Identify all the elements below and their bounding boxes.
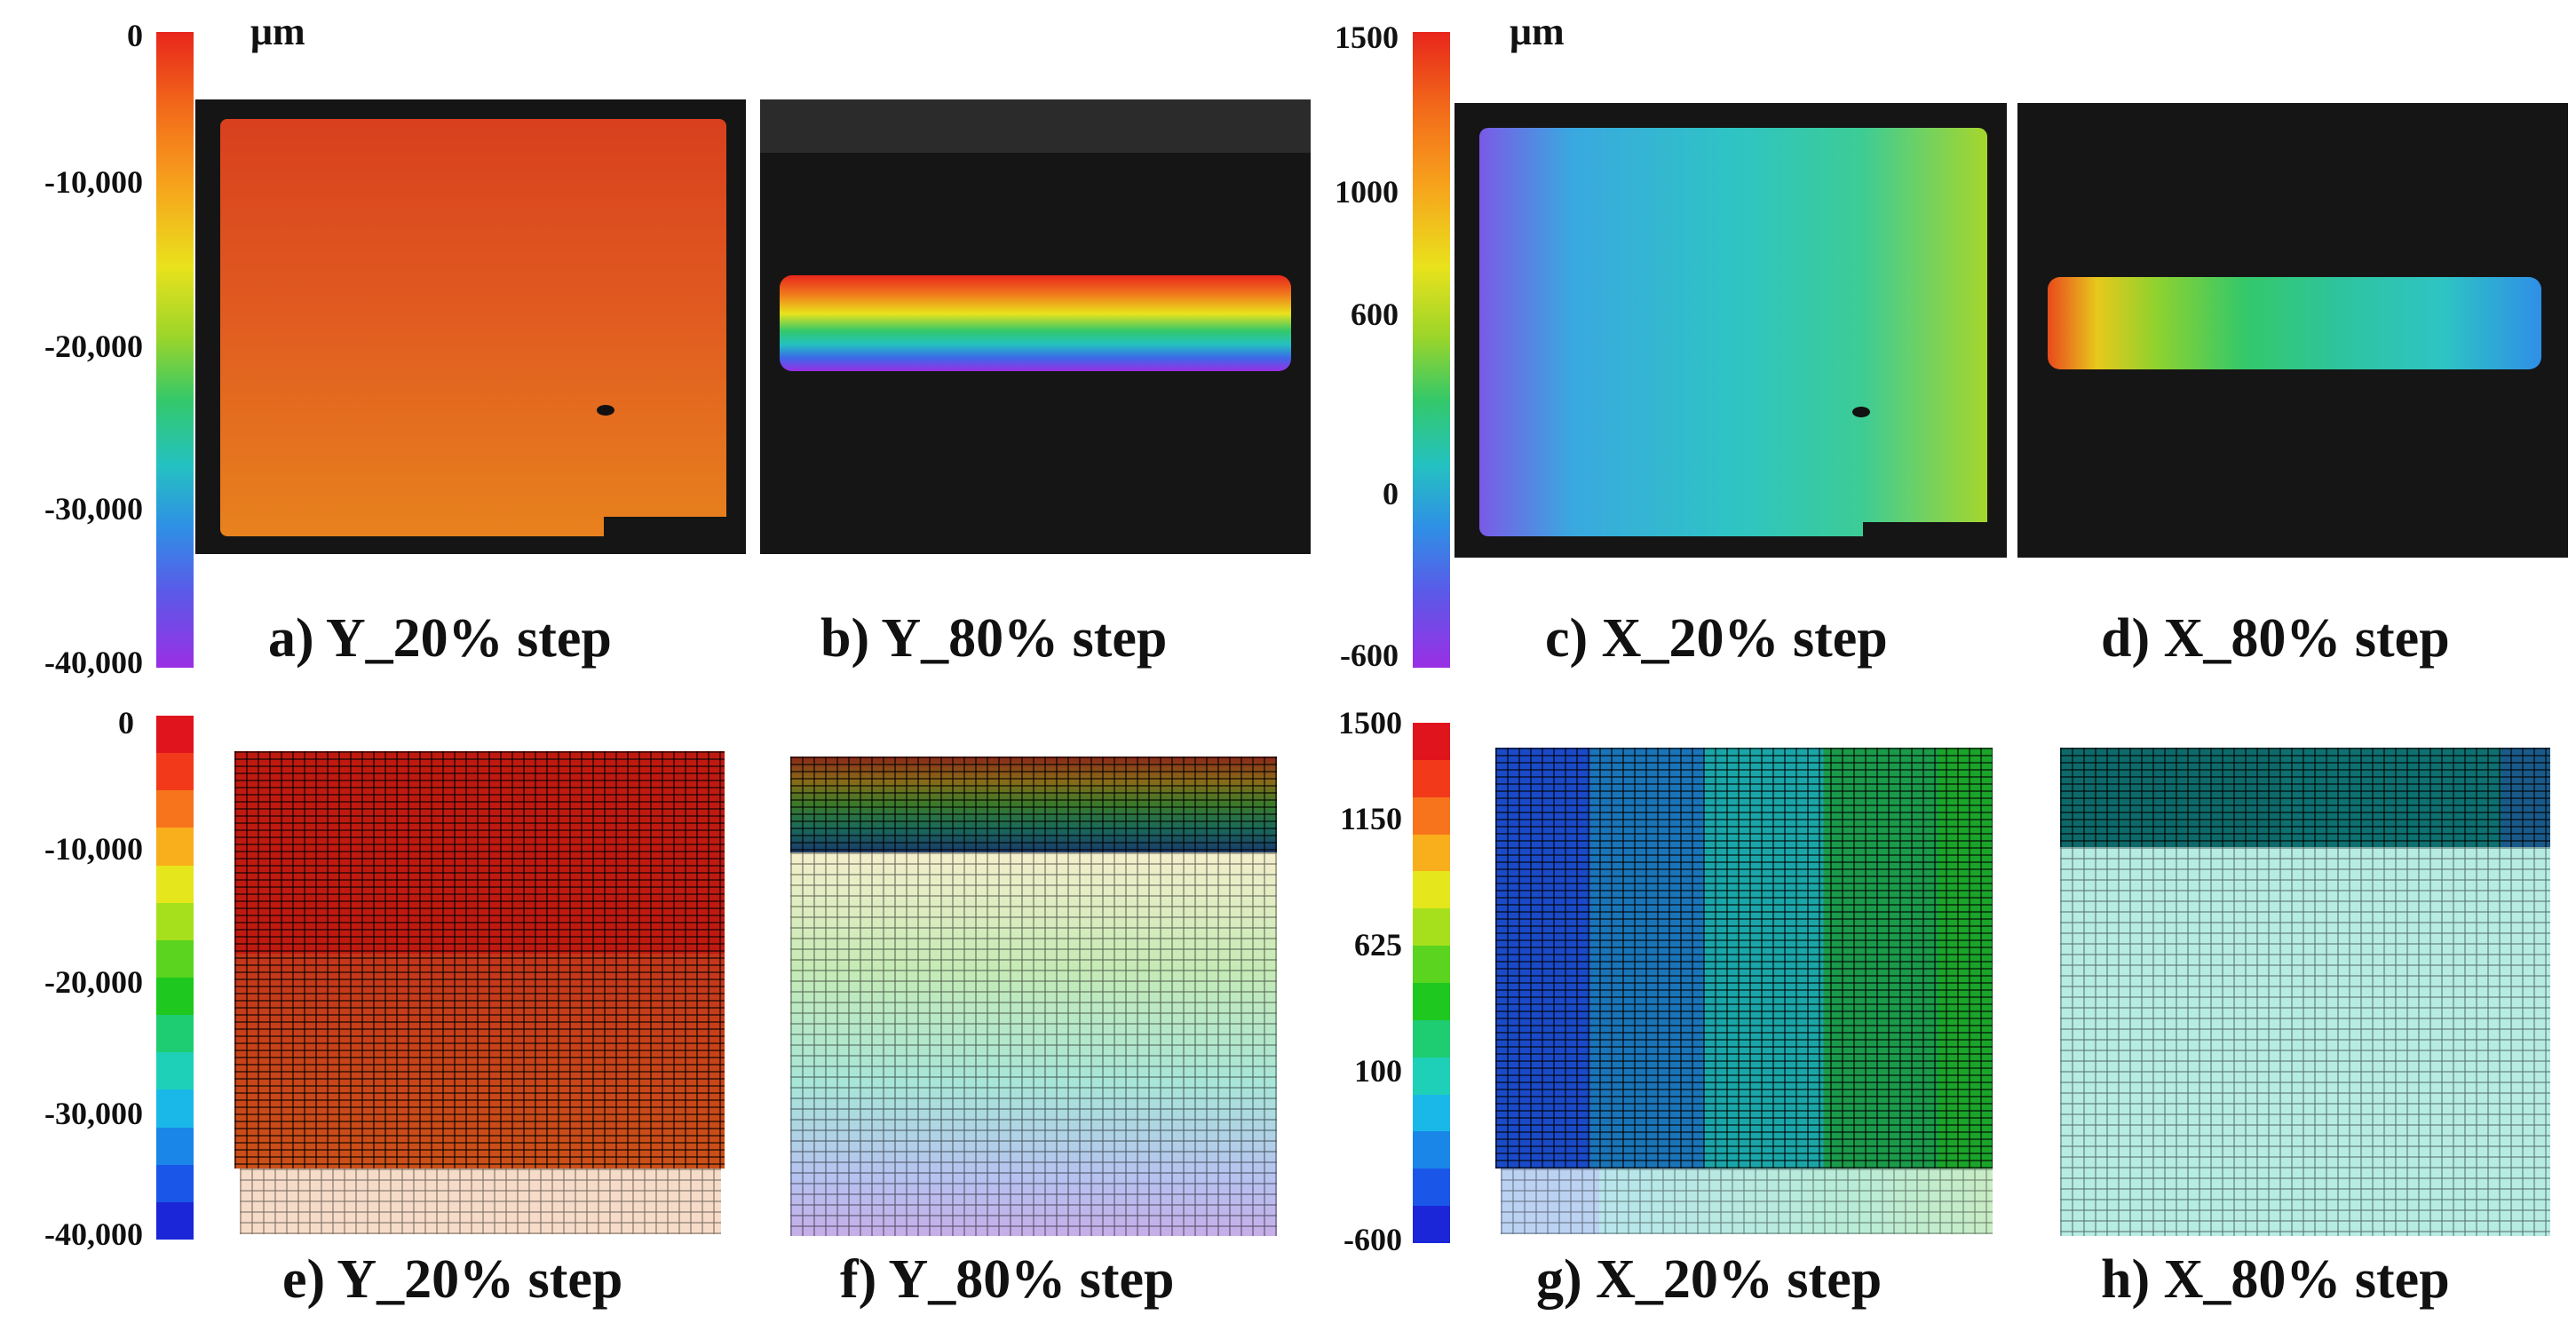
panel-g-fem-mesh (1495, 748, 1993, 1169)
colorbar-x-dic-tick: 1000 (1335, 174, 1399, 210)
colorbar-y-dic-tick: -20,000 (44, 329, 143, 364)
colorbar-x-fem-tick: 625 (1354, 927, 1402, 963)
panel-a-defect (597, 405, 614, 416)
unit-label-left: μm (250, 10, 305, 53)
caption-e: e) Y_20% step (282, 1249, 623, 1310)
colorbar-x-dic-tick: 1500 (1335, 20, 1399, 55)
panel-d-specimen (2048, 277, 2541, 369)
colorbar-x-fem-tick: 1500 (1338, 705, 1402, 741)
caption-g: g) X_20% step (1536, 1249, 1882, 1310)
colorbar-y-dic-tick: -30,000 (44, 491, 143, 527)
colorbar-y-fem-tick: -30,000 (44, 1096, 143, 1131)
panel-b-dic-image (760, 99, 1311, 554)
panel-h-undeformed-mesh (2060, 847, 2550, 1236)
colorbar-y-fem (156, 716, 194, 1240)
panel-c-notch (1863, 522, 2007, 558)
colorbar-x-fem-tick: 1150 (1339, 801, 1402, 836)
panel-c-defect (1852, 407, 1870, 417)
panel-g-undeformed-mesh (1501, 1169, 1993, 1234)
colorbar-x-dic-tick: 600 (1351, 297, 1399, 332)
panel-c-specimen (1479, 128, 1987, 536)
panel-f-fem-mesh-deformed (790, 757, 1277, 852)
unit-label-right: μm (1510, 10, 1565, 53)
panel-h-fem-mesh-deformed (2060, 748, 2550, 847)
colorbar-y-dic-tick: 0 (127, 18, 143, 53)
colorbar-x-fem-tick: -600 (1343, 1222, 1402, 1257)
panel-b-specimen (780, 275, 1291, 371)
caption-a: a) Y_20% step (268, 608, 612, 669)
panel-b-clamp-top (760, 99, 1311, 153)
colorbar-y-fem-tick: 0 (118, 705, 134, 741)
colorbar-x-dic (1413, 32, 1450, 668)
panel-a-dic-image (195, 99, 746, 554)
caption-c: c) X_20% step (1545, 608, 1888, 669)
colorbar-x-fem-tick: 100 (1354, 1053, 1402, 1089)
caption-d: d) X_80% step (2101, 608, 2450, 669)
panel-a-specimen (220, 119, 726, 536)
colorbar-y-fem-tick: -40,000 (44, 1216, 143, 1252)
caption-b: b) Y_80% step (820, 608, 1168, 669)
colorbar-y-dic-tick: -10,000 (44, 164, 143, 200)
caption-h: h) X_80% step (2101, 1249, 2450, 1310)
colorbar-y-fem-tick: -10,000 (44, 831, 143, 867)
panel-e-undeformed-mesh (240, 1169, 721, 1234)
colorbar-x-dic-tick: -600 (1340, 638, 1399, 673)
colorbar-x-dic-tick: 0 (1383, 476, 1399, 511)
colorbar-y-fem-tick: -20,000 (44, 964, 143, 1000)
panel-c-dic-image (1454, 103, 2007, 558)
panel-e-fem-mesh (234, 751, 725, 1169)
panel-a-notch (604, 517, 746, 554)
panel-d-dic-image (2017, 103, 2568, 558)
caption-f: f) Y_80% step (840, 1249, 1175, 1310)
colorbar-x-fem (1413, 723, 1450, 1244)
colorbar-y-dic (156, 32, 194, 668)
panel-f-undeformed-mesh (790, 852, 1277, 1236)
colorbar-y-dic-tick: -40,000 (44, 645, 143, 680)
